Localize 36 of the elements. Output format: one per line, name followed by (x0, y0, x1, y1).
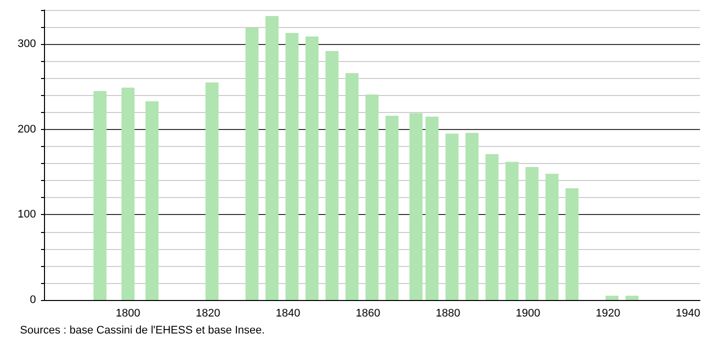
bar (626, 296, 638, 300)
bar (546, 174, 558, 300)
y-tick-label: 300 (18, 38, 36, 50)
x-tick-label: 1820 (196, 308, 220, 320)
bar (346, 73, 358, 300)
bar (266, 16, 278, 300)
x-tick-label: 1940 (676, 308, 700, 320)
bar (94, 91, 106, 300)
bar (146, 101, 158, 300)
source-note: Sources : base Cassini de l'EHESS et base Insee. (20, 324, 265, 336)
bar (426, 116, 438, 300)
bar (410, 113, 422, 300)
x-tick-label: 1800 (116, 308, 140, 320)
bar (122, 88, 134, 300)
bar (466, 132, 478, 300)
y-tick-label: 200 (18, 123, 36, 136)
bar (306, 36, 318, 300)
bar (326, 50, 338, 300)
bar (606, 296, 618, 300)
x-tick-label: 1920 (596, 308, 620, 320)
bar (366, 94, 378, 300)
x-tick-label: 1840 (276, 308, 300, 320)
bar (246, 28, 258, 300)
bar (526, 166, 538, 300)
bar (486, 154, 498, 300)
y-tick-label: 0 (30, 294, 36, 306)
x-tick-label: 1860 (356, 308, 380, 320)
y-tick-label: 100 (18, 208, 36, 221)
x-tick-label: 1880 (436, 308, 460, 320)
bar (386, 116, 398, 300)
bar (446, 134, 458, 300)
bar (506, 162, 518, 300)
x-tick-label: 1900 (516, 308, 540, 320)
bar (286, 33, 298, 300)
bar (566, 188, 578, 300)
bar (206, 82, 218, 300)
